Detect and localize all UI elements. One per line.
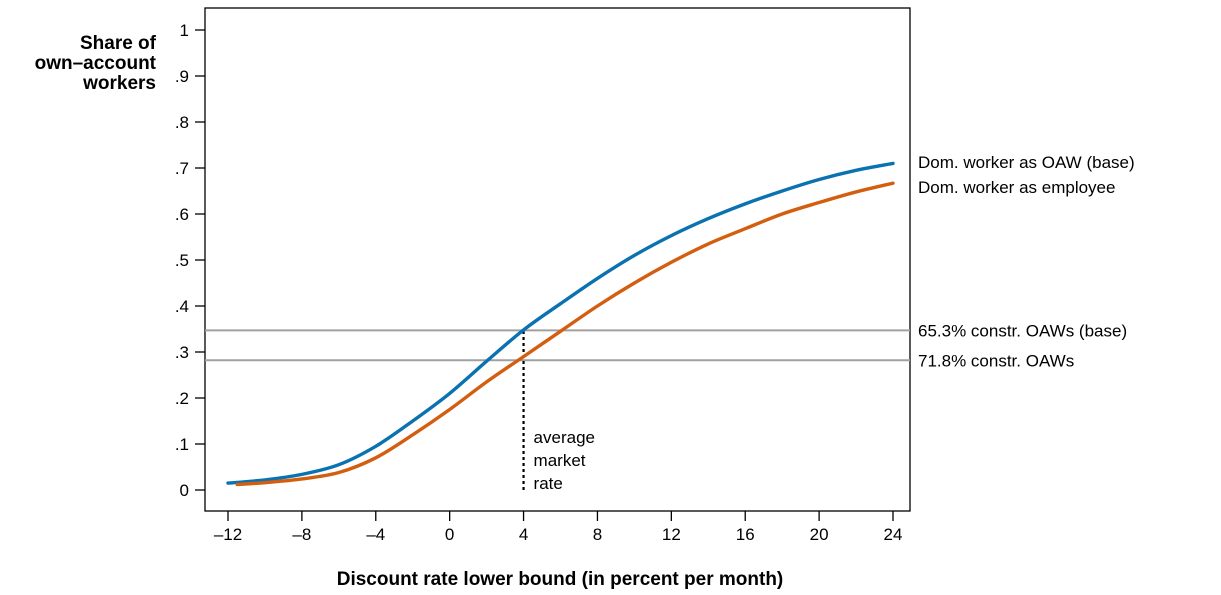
y-axis-title-line-1: Share of (79, 33, 156, 54)
series-line (226, 161, 895, 485)
series-labels: 65.3% constr. OAWs (base) 71.8% constr. O… (918, 153, 1135, 370)
marker-label-line: rate (534, 474, 563, 493)
x-tick-label: 24 (884, 525, 903, 544)
series-lines (226, 161, 895, 487)
y-axis-title-line-3: workers (83, 73, 156, 94)
marker-label-line: average (534, 428, 595, 447)
x-tick-label: 12 (662, 525, 681, 544)
x-tick-label: –4 (366, 525, 385, 544)
y-tick-label: .3 (175, 343, 189, 362)
y-axis-title: Share of own–account workers (10, 34, 156, 94)
series-label: Dom. worker as employee (918, 178, 1115, 197)
x-tick-label: –12 (214, 525, 242, 544)
y-tick-label: 0 (180, 481, 189, 500)
reference-line-label: 71.8% constr. OAWs (918, 351, 1074, 370)
x-axis: –12 –8 –4 0 4 8 12 16 20 24 (214, 511, 903, 544)
y-axis-title-line-2: own–account (34, 53, 156, 74)
y-tick-label: .5 (175, 251, 189, 270)
reference-line-label: 65.3% constr. OAWs (base) (918, 321, 1127, 340)
x-tick-label: 4 (519, 525, 528, 544)
series-label: Dom. worker as OAW (base) (918, 153, 1135, 172)
y-tick-label: .8 (175, 113, 189, 132)
y-axis: 0 .1 .2 .3 .4 .5 .6 .7 .8 .9 1 (175, 21, 205, 500)
reference-lines (205, 329, 910, 362)
x-tick-label: 16 (736, 525, 755, 544)
average-market-rate-marker: average market rate (522, 331, 595, 493)
series-line (235, 181, 895, 487)
y-tick-label: 1 (180, 21, 189, 40)
x-tick-label: –8 (292, 525, 311, 544)
x-tick-label: 8 (593, 525, 602, 544)
y-tick-label: .9 (175, 67, 189, 86)
marker-label-line: market (534, 451, 586, 470)
y-tick-label: .4 (175, 297, 189, 316)
x-tick-label: 20 (810, 525, 829, 544)
x-tick-label: 0 (445, 525, 454, 544)
y-tick-label: .1 (175, 435, 189, 454)
y-tick-label: .2 (175, 389, 189, 408)
y-tick-label: .7 (175, 159, 189, 178)
x-axis-title: Discount rate lower bound (in percent pe… (337, 569, 784, 590)
y-tick-label: .6 (175, 205, 189, 224)
